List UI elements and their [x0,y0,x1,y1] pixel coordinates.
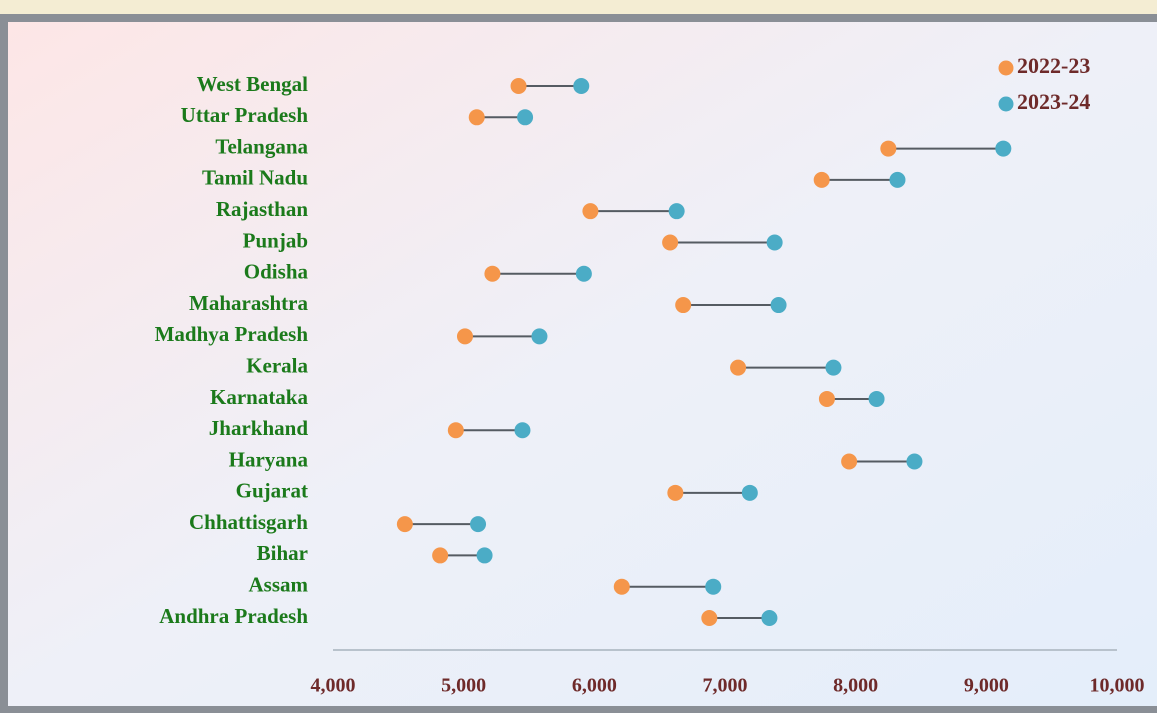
dot [447,422,464,439]
legend-label: 2022-23 [1017,53,1090,78]
category-label: Jharkhand [209,416,309,440]
x-tick-label: 4,000 [311,675,356,697]
dot [906,453,923,470]
category-label: Kerala [246,353,308,377]
panel [8,22,1157,706]
dot [995,140,1012,157]
category-label: Maharashtra [189,291,308,315]
legend-label: 2023-24 [1017,89,1090,114]
x-tick-label: 10,000 [1090,675,1145,697]
dot [468,109,485,126]
category-label: Chhattisgarh [189,510,308,534]
dot [484,265,501,282]
dot [432,547,449,564]
category-label: Telangana [215,134,308,158]
dot [818,390,835,407]
dot [668,203,685,220]
dot [662,234,679,251]
x-tick-label: 6,000 [572,675,617,697]
dot [531,328,548,345]
dot [741,484,758,501]
legend-marker [998,96,1014,112]
dot [841,453,858,470]
dot [396,516,413,533]
category-label: Andhra Pradesh [159,604,308,628]
dot [573,78,590,94]
category-label: Karnataka [210,385,309,409]
category-label: West Bengal [197,72,309,96]
legend-marker [998,60,1014,76]
category-label: Tamil Nadu [202,166,308,190]
category-label: Bihar [257,541,308,565]
dot [880,140,897,157]
dot [613,578,630,595]
category-label: Assam [248,573,308,597]
dot [730,359,747,376]
dot [575,265,592,282]
dot [470,516,487,533]
category-label: Punjab [243,228,308,252]
x-tick-label: 7,000 [703,675,748,697]
dot [868,390,885,407]
x-tick-label: 9,000 [964,675,1009,697]
dot [813,171,830,188]
dot [889,171,906,188]
x-tick-label: 5,000 [441,675,486,697]
category-label: Uttar Pradesh [181,103,309,127]
dot [770,297,787,314]
category-label: Odisha [244,260,309,284]
dot [766,234,783,251]
category-label: Haryana [229,447,309,471]
dot [701,610,718,626]
dot [514,422,531,439]
dot [705,578,722,595]
dot [510,78,527,94]
dot [456,328,473,345]
dot [825,359,842,376]
dot [582,203,599,220]
dot [667,484,684,501]
dot [517,109,534,126]
category-label: Gujarat [236,479,308,503]
category-label: Rajasthan [216,197,309,221]
dot [476,547,493,564]
category-label: Madhya Pradesh [155,322,309,346]
x-tick-label: 8,000 [833,675,878,697]
dot [675,297,692,314]
dot [761,610,778,626]
